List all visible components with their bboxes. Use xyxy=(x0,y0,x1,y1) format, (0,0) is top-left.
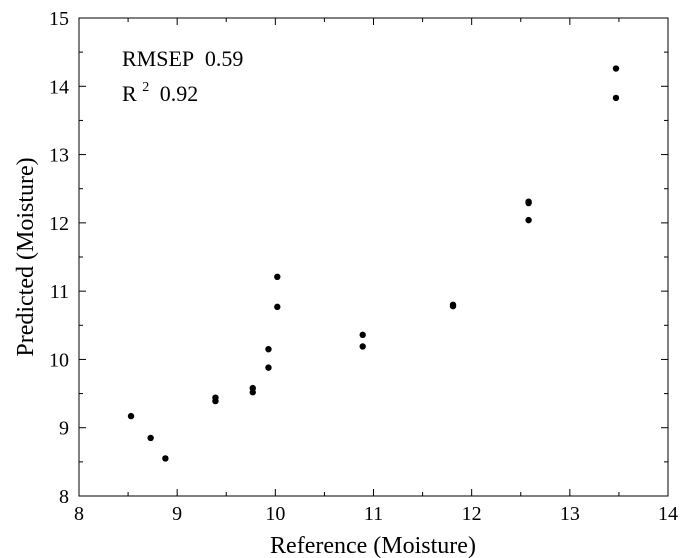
data-point xyxy=(274,273,281,281)
rmsep-value: 0.59 xyxy=(205,46,244,71)
y-tick-label: 9 xyxy=(59,418,69,440)
data-point xyxy=(274,303,281,311)
x-tick-label: 13 xyxy=(560,503,580,525)
y-tick-label: 10 xyxy=(49,349,69,371)
data-point xyxy=(265,345,272,353)
y-tick-label: 15 xyxy=(49,8,69,30)
data-point xyxy=(525,216,532,224)
y-axis-title: Predicted (Moisture) xyxy=(13,157,39,356)
rmsep-label: RMSEP xyxy=(122,46,194,71)
data-point xyxy=(449,302,457,310)
y-tick-label: 13 xyxy=(49,145,69,167)
axis-ticks xyxy=(78,17,669,497)
axis-tick-labels: 8 9 10 11 12 13 14 8 9 10 11 12 13 14 15 xyxy=(49,8,678,525)
y-tick-label: 14 xyxy=(49,76,69,98)
y-tick-label: 12 xyxy=(49,213,69,235)
r2-exponent: 2 xyxy=(142,80,149,95)
data-point xyxy=(525,199,532,207)
y-tick-label: 8 xyxy=(59,486,69,508)
x-tick-label: 12 xyxy=(462,503,482,525)
r2-base: R xyxy=(122,81,137,106)
rmsep-annotation: RMSEP 0.59 xyxy=(122,46,243,71)
x-tick-label: 8 xyxy=(74,503,84,525)
data-point xyxy=(612,94,620,102)
data-point xyxy=(127,412,135,420)
x-tick-label: 11 xyxy=(364,503,383,525)
data-point xyxy=(359,331,366,339)
x-tick-label: 10 xyxy=(265,503,285,525)
r2-value: 0.92 xyxy=(160,81,199,106)
data-point xyxy=(249,389,256,396)
data-point xyxy=(612,65,620,72)
data-point xyxy=(162,455,169,462)
y-tick-label: 11 xyxy=(50,281,69,303)
data-point xyxy=(265,364,272,371)
data-point xyxy=(359,343,366,350)
x-tick-label: 9 xyxy=(172,503,182,525)
data-point xyxy=(147,434,154,442)
x-tick-label: 14 xyxy=(658,503,678,525)
data-points xyxy=(127,65,620,462)
data-point xyxy=(212,397,219,405)
r2-annotation: R 2 0.92 xyxy=(122,71,198,106)
x-axis-title: Reference (Moisture) xyxy=(270,533,476,558)
